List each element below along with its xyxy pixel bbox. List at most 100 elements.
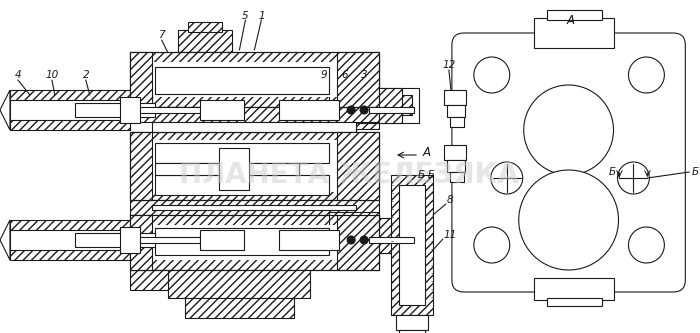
Text: 6: 6 [341,70,347,80]
Text: А: А [423,146,431,159]
Bar [130,200,379,215]
Bar [155,228,329,255]
Text: Б: Б [608,167,615,177]
Bar [150,140,359,192]
Circle shape [629,57,664,93]
Bar [155,163,234,175]
Circle shape [347,106,355,114]
Bar [75,103,155,117]
Bar [155,143,329,163]
Bar [396,315,428,330]
Text: 9: 9 [321,70,328,80]
Bar [444,145,466,160]
Circle shape [347,236,355,244]
Bar [337,132,379,200]
Text: А: А [566,14,575,27]
Circle shape [629,227,664,263]
Bar [152,122,356,132]
Circle shape [617,162,650,194]
Circle shape [491,162,523,194]
Bar [369,107,414,113]
Bar [10,90,130,130]
Bar [120,97,140,123]
Bar [444,90,466,105]
Bar [279,230,340,250]
Text: 5: 5 [242,11,248,21]
Text: 2: 2 [83,70,89,80]
Bar [340,218,419,253]
Bar [547,10,601,20]
Bar [377,218,402,253]
Bar [399,185,425,305]
Bar [239,163,300,175]
Bar [10,220,130,260]
Bar [450,172,464,182]
Bar [140,237,199,243]
Bar [347,225,412,245]
Circle shape [474,227,510,263]
Bar [167,270,310,298]
Circle shape [474,57,510,93]
Bar [10,230,130,250]
Bar [447,105,465,117]
Text: 11: 11 [444,230,457,240]
FancyBboxPatch shape [452,33,685,292]
Bar [155,175,329,195]
Bar [130,132,379,200]
Bar [10,100,130,120]
Bar [188,22,223,32]
Bar [75,233,155,247]
Bar [547,298,601,306]
Bar [340,88,419,123]
Bar [533,278,613,300]
Bar [130,215,152,270]
Bar [140,107,199,113]
Bar [145,225,364,260]
Bar [329,212,379,259]
Bar [130,132,379,200]
Text: 7: 7 [158,30,165,40]
Bar [279,100,340,120]
Bar [369,237,414,243]
Polygon shape [0,220,10,260]
Bar [130,52,379,107]
Bar [337,215,379,270]
Bar [130,270,167,290]
Bar [450,117,464,127]
Bar [130,215,379,270]
Polygon shape [0,90,10,130]
Bar [329,82,379,129]
Bar [199,100,244,120]
Bar [347,95,412,115]
Bar [130,52,379,107]
Text: 4: 4 [15,70,21,80]
Bar [447,160,465,172]
Text: 8: 8 [447,195,454,205]
Bar [152,205,356,210]
Bar [120,227,140,253]
Bar [130,52,152,107]
Text: ПЛАНЕТА ЖЕЛЕЗЯКА: ПЛАНЕТА ЖЕЛЕЗЯКА [179,161,519,189]
Circle shape [360,236,368,244]
Circle shape [360,106,368,114]
Bar [130,132,152,200]
Text: Б-Б: Б-Б [418,170,436,180]
Bar [377,88,402,123]
Text: 12: 12 [443,60,456,70]
Text: 3: 3 [360,70,368,80]
Bar [220,148,249,190]
Circle shape [524,85,613,175]
Bar [185,298,294,318]
Bar [391,175,433,315]
Text: 1: 1 [258,11,265,21]
Bar [130,107,379,122]
Text: 10: 10 [46,70,59,80]
Text: Б: Б [692,167,699,177]
Bar [178,30,232,52]
Bar [130,215,379,270]
Bar [399,330,425,333]
Bar [145,62,364,97]
Bar [337,52,379,107]
Circle shape [519,170,619,270]
Bar [155,67,329,94]
